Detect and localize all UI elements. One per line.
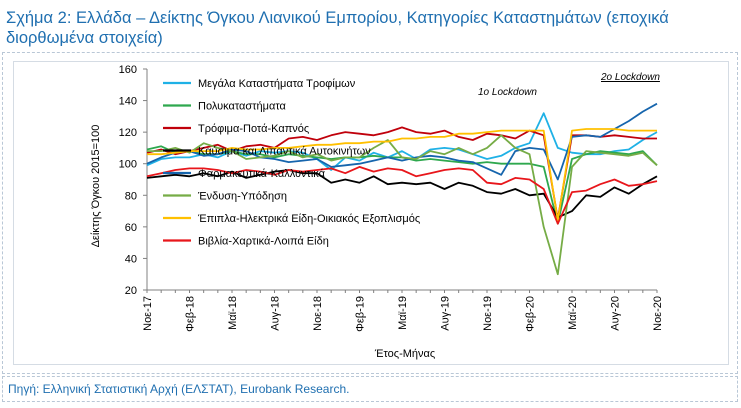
series-line-8 <box>146 165 658 225</box>
series-line-7 <box>147 128 657 222</box>
x-axis-label: Έτος-Μήνας <box>374 348 435 360</box>
x-tick-label: Αυγ-19 <box>440 296 452 331</box>
source-note: Πηγή: Ελληνική Στατιστική Αρχή (ΕΛΣΤΑΤ),… <box>8 382 350 396</box>
y-tick-label: 120 <box>119 127 137 139</box>
legend-label-7: Έπιπλα-Ηλεκτρικά Είδη-Οικιακός Εξοπλισμό… <box>197 213 420 225</box>
chart-inner-frame <box>13 61 729 365</box>
chart-axes: 20 40 60 80 100 120 140 160 Νοε-17 Φεβ-18 Μαϊ-18 Αυ… <box>119 64 664 332</box>
series-line-6 <box>147 134 658 276</box>
legend-label-4: Καύσιμα και Λιπαντικά Αυτοκινήτων <box>198 146 371 158</box>
x-tick-label: Φεβ-18 <box>185 296 197 332</box>
y-tick-label: 40 <box>125 253 137 265</box>
legend-label-8: Βιβλία-Χαρτικά-Λοιπά Είδη <box>198 236 329 248</box>
legend-label-2: Πολυκαταστήματα <box>198 101 287 113</box>
y-tick-label: 60 <box>125 222 137 234</box>
chart-panel <box>2 52 738 374</box>
chart-series <box>146 102 658 276</box>
chart-legend: Μεγάλα Καταστήματα Τροφίμων Πολυκαταστήμα… <box>163 78 420 248</box>
x-tick-label: Νοε-17 <box>142 296 154 331</box>
legend-label-3: Τρόφιμα-Ποτά-Καπνός <box>198 123 309 135</box>
legend-label-5: Φαρμακευτικά-Καλλυντικά <box>198 168 326 180</box>
legend-label-1: Μεγάλα Καταστήματα Τροφίμων <box>198 78 356 90</box>
x-tick-label: Αυγ-20 <box>610 296 622 331</box>
y-tick-label: 80 <box>125 190 137 202</box>
legend-label-6: Ένδυση-Υπόδηση <box>197 191 287 203</box>
x-tick-label: Φεβ-19 <box>355 296 367 332</box>
y-axis-label: Δείκτης Όγκου 2015=100 <box>90 125 102 248</box>
x-tick-label: Μαϊ-19 <box>397 296 409 330</box>
x-tick-label: Μαϊ-20 <box>567 296 579 330</box>
x-tick-label: Νοε-18 <box>312 296 324 331</box>
y-tick-label: 100 <box>119 159 137 171</box>
series-line-5 <box>146 102 658 181</box>
y-tick-label: 160 <box>119 64 137 76</box>
annotation-lockdown-2: 2ο Lockdown <box>600 72 660 83</box>
figure-title: Σχήμα 2: Ελλάδα – Δείκτης Όγκου Λιανικού… <box>6 9 669 47</box>
x-tick-label: Μαϊ-18 <box>227 296 239 330</box>
series-line-4 <box>146 169 658 219</box>
x-tick-label: Αυγ-18 <box>270 296 282 331</box>
source-box: Πηγή: Ελληνική Στατιστική Αρχή (ΕΛΣΤΑΤ),… <box>2 376 738 402</box>
y-tick-label: 140 <box>119 96 137 108</box>
annotation-lockdown-1: 1ο Lockdown <box>478 87 537 98</box>
x-tick-label: Φεβ-20 <box>525 296 537 332</box>
x-tick-label: Νοε-19 <box>482 296 494 331</box>
y-tick-label: 20 <box>125 285 137 297</box>
x-tick-label: Νοε-20 <box>652 296 664 331</box>
